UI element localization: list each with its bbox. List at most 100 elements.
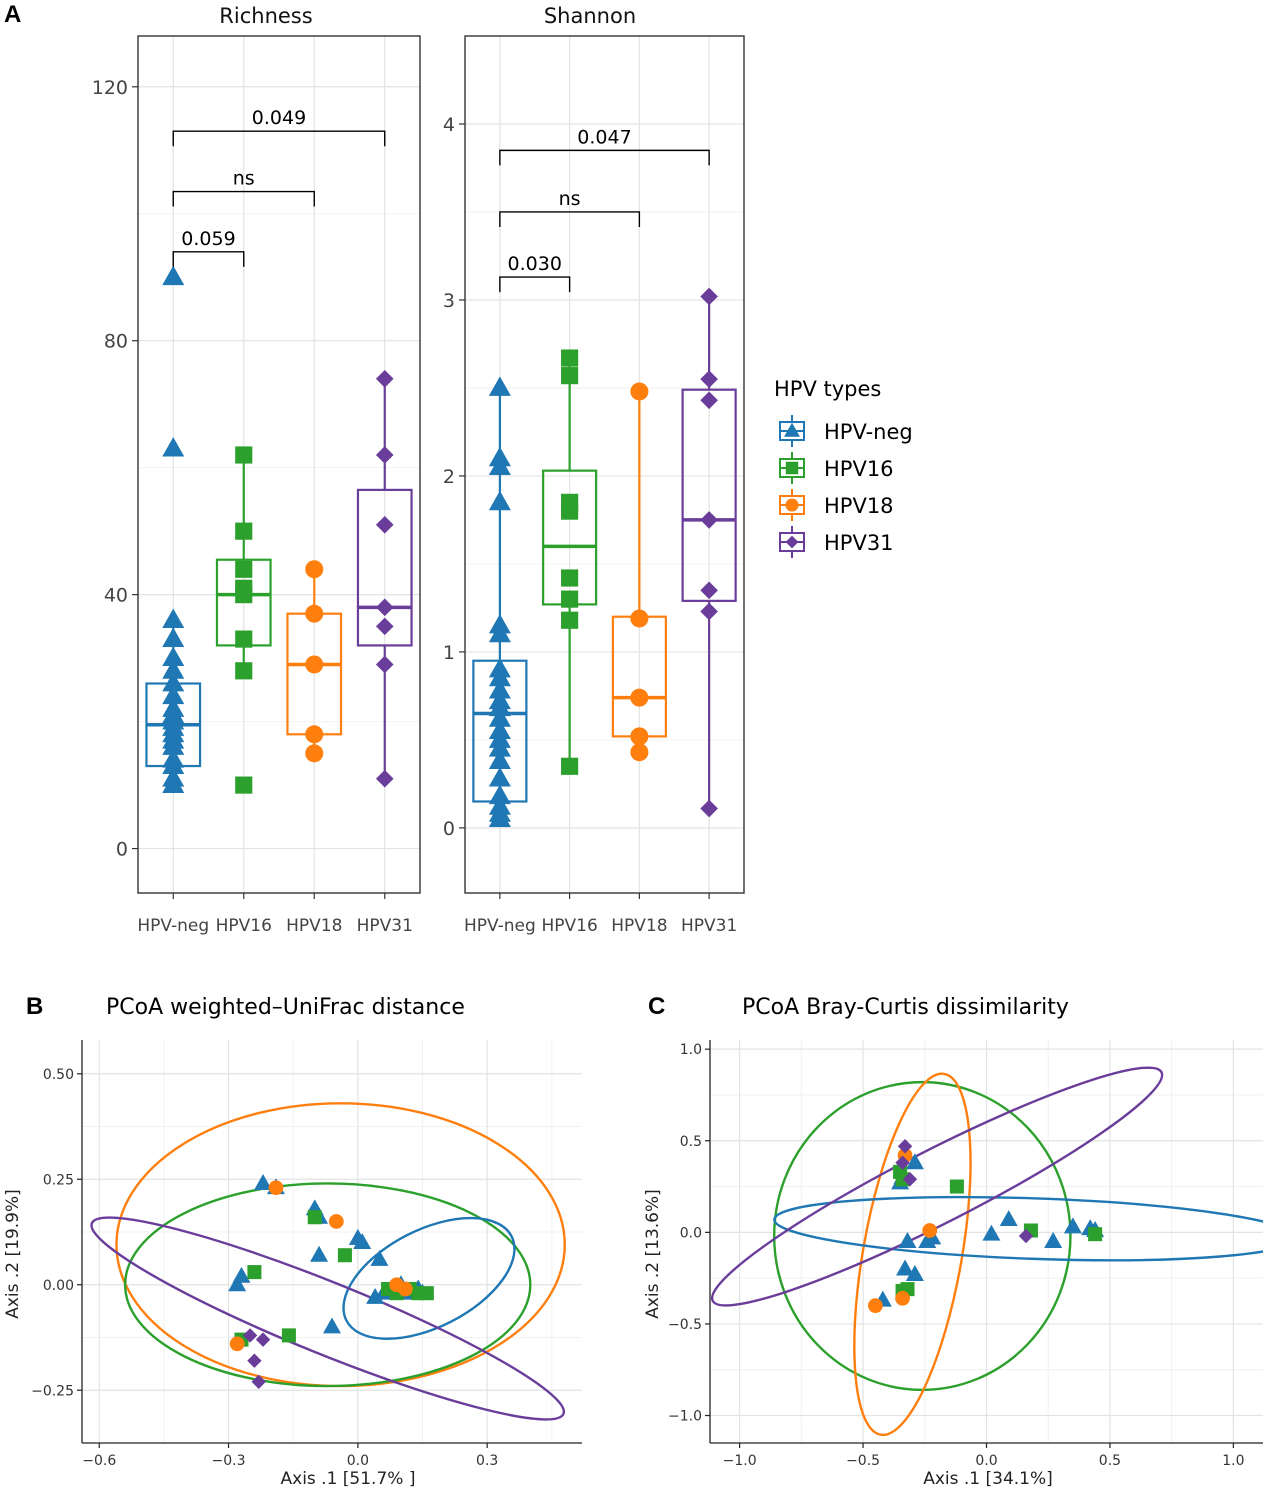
- shannon-point-hpv-neg: [488, 749, 511, 769]
- shannon-box-body: [681, 388, 737, 602]
- shannon-point-hpv31: [700, 511, 718, 529]
- braycurtis-ytick-label: 0.5: [680, 1134, 702, 1150]
- richness-ytick-label: 80: [104, 331, 128, 353]
- shannon-bracket-line: [499, 276, 571, 293]
- braycurtis-xtick-label: −0.5: [846, 1453, 880, 1469]
- unifrac-point-hpv-neg: [353, 1233, 372, 1250]
- braycurtis-xtick-label: −1.0: [723, 1453, 757, 1469]
- braycurtis-point-hpv18: [922, 1223, 938, 1238]
- richness-bracket-line: [172, 251, 245, 267]
- richness-panel-border: [137, 35, 421, 894]
- shannon-point-hpv16: [561, 590, 579, 608]
- shannon-bracket-line: [499, 149, 710, 166]
- braycurtis-point-hpv31: [895, 1155, 910, 1170]
- facet-title-richness: Richness: [219, 4, 312, 28]
- braycurtis-point-hpv-neg: [1044, 1232, 1063, 1248]
- shannon-point-hpv16: [561, 757, 579, 775]
- unifrac-point-hpv18: [328, 1214, 344, 1229]
- shannon-point-hpv31: [700, 799, 718, 818]
- shannon-ytick-label: 1: [443, 642, 455, 664]
- richness-comparison-bracket: ns: [172, 168, 315, 207]
- unifrac-xtick-label: 0.0: [347, 1453, 369, 1469]
- shannon-bracket-line: [499, 211, 641, 227]
- richness-bracket-line: [172, 190, 315, 207]
- shannon-ytick-label: 3: [443, 290, 455, 312]
- richness-boxplot: 0.059 ns 0.049 0 40 80 120 HPV-neg HPV16 HPV18 HPV…: [92, 35, 421, 936]
- richness-point-hpv-neg: [162, 684, 185, 705]
- richness-point-hpv31: [375, 370, 394, 388]
- shannon-comparison-label: ns: [559, 188, 581, 210]
- shannon-point-hpv-neg: [488, 679, 511, 699]
- richness-point-hpv-neg: [162, 608, 185, 628]
- braycurtis-ellipse-hpv31: [710, 1066, 1164, 1307]
- unifrac-ellipse-hpv-neg: [342, 1216, 516, 1340]
- shannon-point-hpv31: [700, 287, 718, 306]
- panel-label-c: C: [648, 993, 665, 1020]
- unifrac-point-hpv31: [251, 1374, 266, 1390]
- facet-title-shannon: Shannon: [544, 4, 636, 28]
- richness-ytick-label: 120: [92, 77, 128, 99]
- richness-xtick-label: HPV31: [357, 916, 413, 936]
- panel-label-b: B: [26, 993, 43, 1020]
- braycurtis-point-hpv-neg: [999, 1210, 1018, 1226]
- shannon-point-hpv18: [630, 688, 649, 707]
- richness-point-hpv18: [305, 655, 324, 674]
- braycurtis-point-hpv-neg: [905, 1153, 924, 1170]
- unifrac-point-hpv-neg: [370, 1249, 389, 1266]
- shannon-point-hpv16: [561, 611, 579, 629]
- shannon-point-hpv16: [561, 569, 579, 587]
- shannon-point-hpv16: [561, 502, 579, 520]
- shannon-point-hpv18: [630, 743, 649, 762]
- unifrac-xtick-label: −0.6: [82, 1453, 116, 1469]
- richness-point-hpv16: [235, 662, 253, 680]
- legend-diamond-icon: [785, 535, 799, 549]
- shannon-point-hpv31: [700, 602, 718, 621]
- shannon-ytick-label: 2: [443, 466, 455, 488]
- braycurtis-ytick-label: 0.0: [680, 1225, 702, 1241]
- braycurtis-point-hpv16: [1088, 1227, 1103, 1242]
- shannon-comparison-bracket: 0.030: [499, 253, 571, 293]
- richness-comparison-label: 0.059: [181, 228, 235, 250]
- braycurtis-point-hpv18: [868, 1298, 883, 1313]
- shannon-point-hpv-neg: [488, 737, 511, 757]
- unifrac-point-hpv16: [307, 1210, 322, 1225]
- unifrac-pcoa-plot: −0.6 −0.3 0.0 0.3 −0.25 0.00 0.25 0.50: [31, 1040, 582, 1469]
- braycurtis-point-hpv-neg: [898, 1232, 917, 1248]
- braycurtis-point-hpv-neg: [896, 1259, 915, 1276]
- shannon-ytick-label: 0: [443, 818, 455, 840]
- unifrac-ytick-label: −0.25: [31, 1383, 74, 1399]
- richness-comparison-label: ns: [233, 168, 255, 190]
- unifrac-point-hpv-neg: [310, 1245, 329, 1262]
- braycurtis-xtick-label: 0.0: [975, 1453, 997, 1469]
- richness-point-hpv16: [235, 522, 253, 540]
- braycurtis-ytick-label: 1.0: [680, 1042, 702, 1058]
- braycurtis-xtick-label: 0.5: [1099, 1453, 1121, 1469]
- braycurtis-ellipse-hpv-neg: [773, 1195, 1263, 1262]
- legend-key-hpv18: [779, 489, 805, 521]
- braycurtis-point-hpv-neg: [905, 1265, 924, 1281]
- unifrac-point-hpv-neg: [254, 1174, 273, 1190]
- shannon-point-hpv16: [561, 367, 579, 385]
- richness-point-hpv31: [375, 516, 394, 534]
- braycurtis-point-hpv16: [949, 1179, 964, 1194]
- unifrac-point-hpv31: [255, 1332, 271, 1347]
- legend-label-hpv-neg: HPV-neg: [824, 420, 913, 444]
- braycurtis-ellipses: [710, 1066, 1263, 1437]
- richness-comparison-bracket: 0.059: [172, 228, 245, 267]
- unifrac-ytick-label: 0.25: [43, 1172, 74, 1188]
- shannon-point-hpv-neg: [488, 807, 511, 828]
- richness-ytick-label: 40: [104, 585, 128, 607]
- richness-point-hpv-neg: [162, 627, 185, 647]
- richness-point-hpv16: [235, 586, 253, 604]
- unifrac-point-hpv18: [229, 1336, 245, 1352]
- shannon-point-hpv-neg: [488, 784, 511, 805]
- shannon-point-hpv-neg: [488, 376, 511, 396]
- richness-point-hpv18: [305, 604, 324, 623]
- richness-xtick-label: HPV-neg: [137, 916, 209, 936]
- shannon-point-hpv31: [700, 391, 718, 410]
- shannon-point-hpv18: [630, 382, 649, 401]
- shannon-comparison-bracket: ns: [499, 188, 641, 227]
- unifrac-ellipses: [90, 1102, 566, 1421]
- richness-point-hpv-neg: [162, 659, 185, 679]
